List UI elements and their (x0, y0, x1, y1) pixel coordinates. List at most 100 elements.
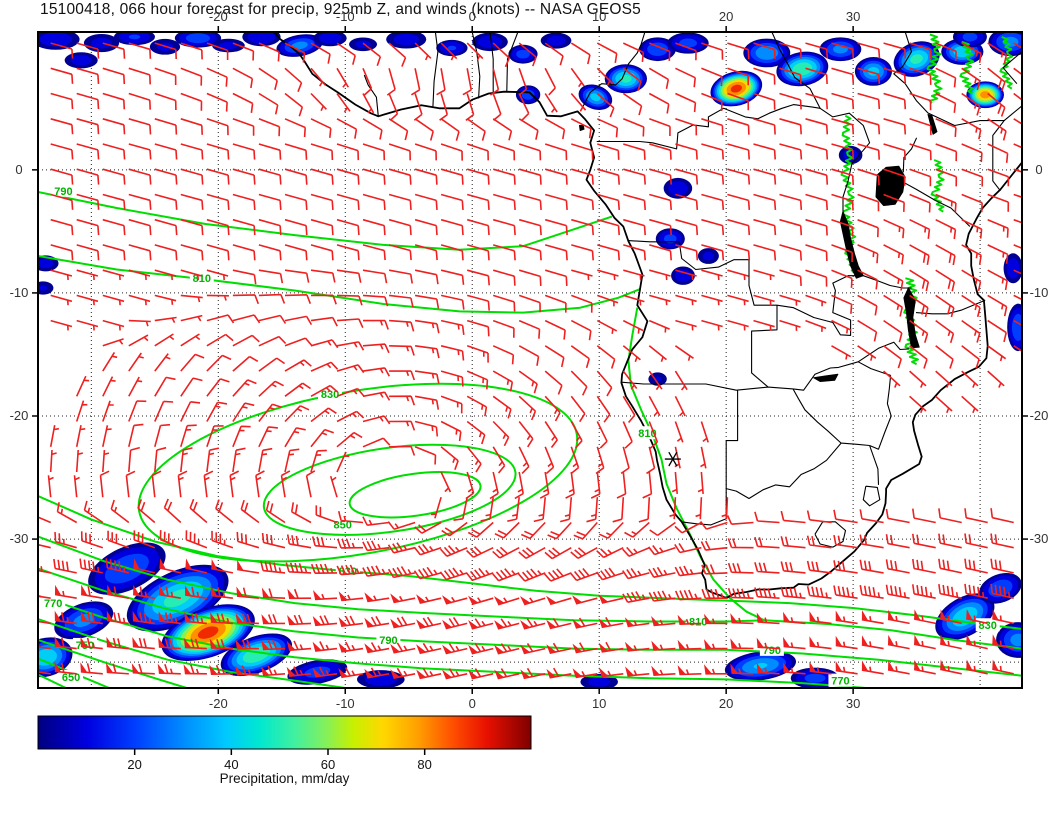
wind-barb (964, 583, 988, 599)
wind-barb (102, 319, 125, 331)
wind-barb (570, 546, 598, 560)
wind-barb (623, 269, 645, 281)
wind-barb (102, 244, 126, 261)
wind-barb-pennant (106, 636, 114, 647)
wind-barb (544, 345, 565, 368)
wind-barb (439, 93, 449, 121)
wind-barb (466, 370, 489, 390)
wind-barb (753, 42, 776, 59)
wind-barb (492, 193, 516, 210)
x-tick-label: -10 (336, 696, 355, 711)
wind-barb (125, 470, 136, 498)
wind-barb (310, 269, 336, 283)
wind-barb (232, 294, 260, 305)
wind-barb (831, 193, 854, 211)
wind-barb (440, 244, 464, 261)
wind-barb (414, 269, 439, 285)
wind-barb (638, 497, 651, 523)
wind-barb (987, 168, 1010, 187)
wind-barb (987, 370, 1005, 388)
wind-barb (1013, 218, 1022, 224)
wind-barb (533, 497, 546, 523)
wind-barb (622, 395, 636, 424)
wind-barb (961, 143, 983, 163)
wind-barb (453, 497, 468, 521)
wind-barb-pennant (106, 610, 114, 622)
wind-barb (544, 93, 558, 113)
wind-barb (440, 269, 465, 285)
wind-barb (389, 395, 416, 406)
wind-barb (311, 536, 338, 549)
wind-barb (623, 118, 645, 137)
wind-barb (341, 594, 364, 602)
wind-barb (675, 168, 699, 185)
wind-barb-pennant (29, 636, 36, 647)
wind-barb (50, 193, 74, 210)
wind-barb-pennant (54, 610, 62, 622)
wind-barb (128, 118, 152, 135)
wind-barb (480, 497, 494, 522)
wind-barb (362, 391, 391, 401)
wind-barb (465, 93, 475, 121)
wind-barb (727, 92, 750, 111)
wind-barb (284, 294, 312, 304)
wind-barb (701, 42, 724, 60)
wind-barb-pennant (338, 591, 348, 601)
wind-barb (466, 395, 488, 417)
wind-barb (596, 42, 618, 64)
wind-barb (206, 118, 229, 136)
colorbar-tick-label: 40 (224, 757, 238, 772)
wind-barb (466, 269, 490, 286)
wind-barb (232, 447, 246, 473)
wind-barb (727, 42, 750, 60)
wind-barb (544, 218, 568, 236)
wind-barb-layer (29, 42, 1022, 680)
wind-barb (492, 168, 516, 185)
wind-barb (393, 642, 416, 654)
wind-barb (206, 143, 230, 160)
wind-barb (288, 614, 312, 626)
wind-barb (674, 370, 688, 391)
wind-barb (310, 294, 337, 305)
wind-barb (414, 168, 438, 185)
wind-barb (260, 561, 286, 574)
wind-barb-pennant (572, 643, 583, 653)
wind-barb (154, 193, 178, 210)
colorbar: 20 40 60 80 (37, 715, 532, 772)
wind-barb (128, 319, 151, 327)
wind-barb (462, 68, 472, 96)
wind-barb (180, 118, 203, 135)
wind-barb (935, 168, 958, 187)
wind-barb (180, 42, 203, 60)
wind-barb-pennant (730, 613, 738, 623)
wind-barb (38, 618, 51, 625)
wind-barb (727, 294, 749, 306)
wind-barb (544, 168, 568, 185)
wind-barb-pennant (861, 610, 869, 621)
wind-barb (544, 244, 568, 261)
wind-barb (440, 446, 459, 470)
wind-barb-pennant (210, 612, 218, 623)
wind-barb (544, 118, 566, 140)
wind-barb-pennant (364, 643, 374, 653)
wind-barb (388, 143, 411, 161)
y-tick-label: 0 (1035, 162, 1042, 177)
wind-barb (596, 395, 611, 423)
wind-barb-pennant (390, 669, 400, 679)
wind-barb (754, 511, 780, 524)
wind-barb-pennant (80, 662, 88, 673)
wind-barb (622, 421, 633, 449)
x-tick-label: 20 (719, 9, 733, 24)
wind-barb (623, 244, 646, 261)
wind-barb (961, 319, 981, 343)
wind-barb (38, 595, 51, 599)
wind-barb (518, 319, 541, 339)
wind-barb (648, 67, 670, 89)
wind-barb (622, 345, 641, 363)
wind-barb (597, 269, 619, 281)
wind-barb (596, 345, 616, 369)
wind-barb-pennant (468, 595, 479, 605)
wind-barb (102, 118, 126, 135)
wind-barb (258, 92, 279, 115)
wind-barb (674, 395, 686, 417)
